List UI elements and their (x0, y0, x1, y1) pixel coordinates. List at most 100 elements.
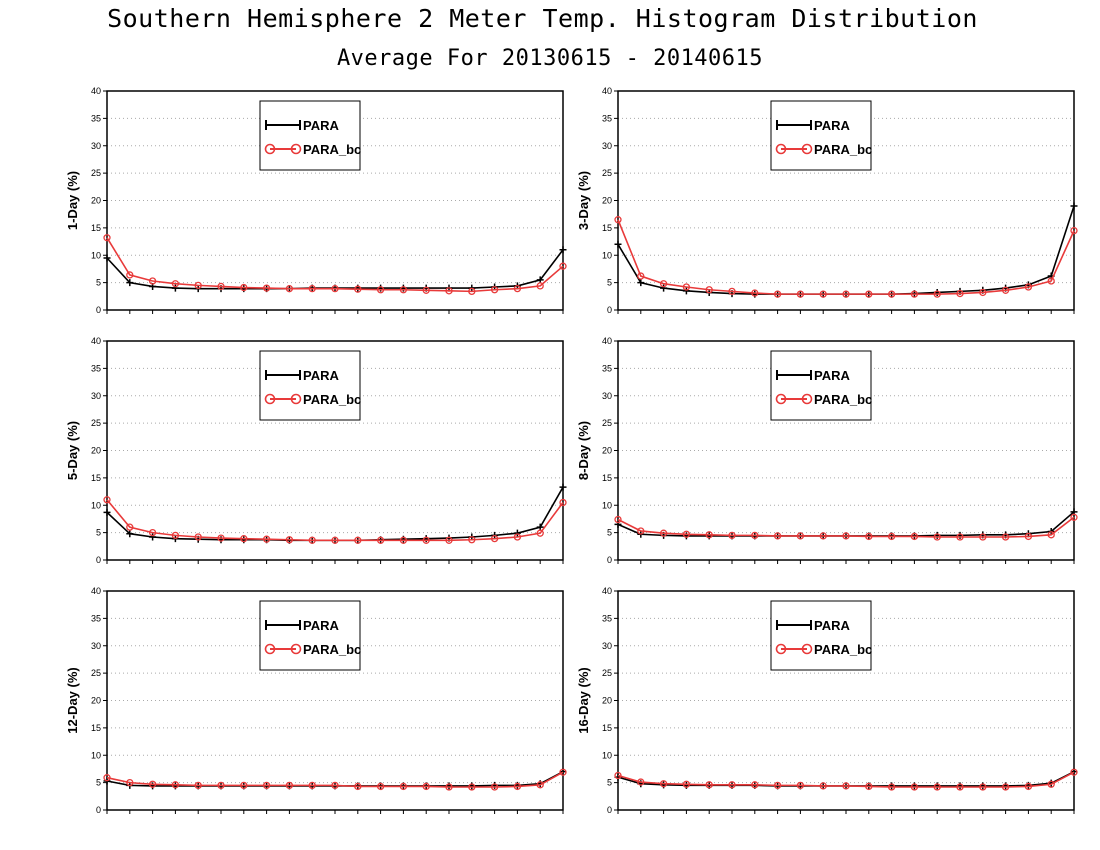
y-tick-label: 5 (96, 528, 101, 538)
data-point-para-bc (308, 536, 316, 544)
data-point-para-bc (399, 536, 408, 544)
data-point-para-bc (513, 782, 522, 791)
data-point-para-bc (308, 781, 316, 790)
data-point-para-bc (148, 528, 157, 537)
y-tick-label: 10 (91, 750, 101, 760)
y-tick-label: 20 (602, 196, 612, 206)
y-tick-label: 0 (607, 555, 612, 565)
y-tick-label: 10 (91, 500, 101, 510)
legend-label-para: PARA (303, 368, 339, 383)
data-point-para-bc (559, 768, 567, 776)
legend-box (770, 600, 872, 671)
y-tick-label: 40 (602, 586, 612, 596)
y-tick-label: 15 (602, 473, 612, 483)
data-point-para-bc (773, 532, 782, 540)
series-line-para-bc (617, 771, 1075, 788)
y-tick-label: 0 (607, 805, 612, 815)
data-point-para-bc (103, 234, 111, 242)
data-point-para-bc (445, 536, 453, 544)
data-point-para (536, 276, 544, 284)
data-point-para-bc (865, 290, 873, 298)
data-point-para-bc (445, 287, 453, 295)
data-point-para-bc (1024, 532, 1033, 541)
y-tick-label: 5 (607, 778, 612, 788)
data-point-para-bc (637, 527, 645, 535)
legend: PARA PARA_bc (259, 100, 361, 171)
legend-label-para: PARA (814, 618, 850, 633)
data-point-para-bc (887, 532, 896, 541)
legend-marker-para (265, 120, 301, 130)
legend-marker-para (265, 620, 301, 630)
data-point-para-bc (819, 290, 827, 298)
data-point-para-bc (171, 531, 180, 540)
legend-marker-para (776, 120, 812, 130)
y-tick-label: 10 (91, 250, 101, 260)
data-point-para-bc (217, 781, 225, 790)
data-point-para-bc (331, 781, 339, 790)
data-point-para-bc (1024, 283, 1033, 291)
data-point-para-bc (614, 515, 622, 524)
data-point-para-bc (559, 498, 567, 507)
data-point-para (149, 533, 157, 541)
y-tick-label: 0 (607, 305, 612, 315)
y-tick-label: 35 (91, 113, 101, 123)
data-point-para-bc (217, 282, 225, 291)
data-point-para-bc (1001, 783, 1010, 791)
data-point-para-bc (126, 778, 134, 787)
data-point-para-bc (796, 532, 805, 540)
data-point-para-bc (194, 781, 202, 790)
legend-marker-para-bc (264, 143, 276, 155)
data-point-para-bc (933, 783, 941, 791)
chart-panel-5: 0 5 10 15 20 25 30 35 40 12-Day (%) PARA PARA_bc (65, 586, 567, 815)
y-tick-label: 35 (91, 613, 101, 623)
data-point-para-bc (956, 289, 964, 298)
legend-marker-para-bc (775, 643, 787, 655)
legend: PARA PARA_bc (259, 600, 361, 671)
y-tick-label: 25 (602, 668, 612, 678)
y-axis-label: 5-Day (%) (65, 421, 80, 480)
chart-panel-1: 0 5 10 15 20 25 30 35 40 1-Day (%) PARA PARA_bc (65, 86, 567, 315)
y-tick-label: 30 (602, 141, 612, 151)
data-point-para (614, 240, 622, 248)
data-point-para-bc (1047, 780, 1055, 788)
data-point-para-bc (445, 783, 453, 791)
data-point-para-bc (659, 529, 668, 537)
legend-label-para-bc: PARA_bc (303, 392, 361, 407)
data-point-para-bc (751, 289, 759, 297)
data-point-para-bc (171, 781, 180, 789)
legend-label-para-bc: PARA_bc (303, 642, 361, 657)
y-tick-label: 0 (96, 805, 101, 815)
data-point-para-bc (887, 783, 896, 791)
data-point-para-bc (773, 781, 782, 790)
data-point-para-bc (262, 781, 271, 790)
data-point-para-bc (705, 286, 713, 294)
data-point-para-bc (103, 774, 111, 782)
y-tick-label: 25 (602, 418, 612, 428)
data-point-para-bc (865, 532, 873, 541)
y-axis-label: 3-Day (%) (576, 171, 591, 230)
data-point-para (637, 279, 645, 287)
data-point-para-bc (819, 532, 827, 540)
y-tick-label: 40 (602, 86, 612, 96)
data-point-para-bc (262, 535, 271, 543)
legend-marker-para-bc (290, 393, 302, 405)
data-point-para-bc (1047, 277, 1055, 285)
y-tick-label: 10 (602, 250, 612, 260)
data-point-para-bc (682, 780, 691, 788)
legend-label-para-bc: PARA_bc (814, 392, 872, 407)
y-axis-label: 12-Day (%) (65, 667, 80, 733)
legend-label-para: PARA (814, 118, 850, 133)
y-tick-label: 10 (602, 500, 612, 510)
data-point-para-bc (728, 287, 736, 296)
data-point-para-bc (285, 284, 294, 293)
data-point-para-bc (559, 262, 567, 270)
data-point-para-bc (468, 536, 476, 544)
data-point-para-bc (979, 533, 987, 541)
data-point-para-bc (728, 781, 736, 789)
y-tick-label: 5 (607, 528, 612, 538)
legend-label-para: PARA (814, 368, 850, 383)
legend: PARA PARA_bc (259, 350, 361, 421)
y-tick-label: 35 (91, 363, 101, 373)
series-line-para-bc (106, 771, 564, 788)
series-line-para-bc (106, 499, 564, 542)
